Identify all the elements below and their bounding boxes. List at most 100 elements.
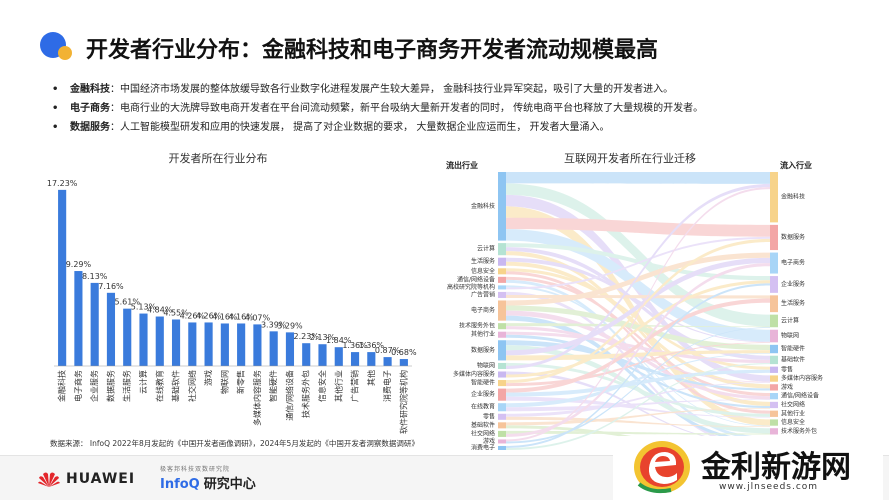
sankey-flow [506,345,770,434]
sankey-source-label: 通信/网络设备 [457,275,495,283]
sankey-target-node [770,314,778,328]
bar [171,319,181,366]
sankey-source-label: 游戏 [483,437,495,445]
bar-category-label: 游戏 [203,370,213,386]
sankey-source-node [498,371,506,378]
sankey-flow [506,353,770,408]
infoq-name: InfoQ [160,477,200,492]
sankey-flow [506,238,770,384]
sankey-flow [506,350,770,361]
bar-value-label: 9.29% [66,260,92,269]
bar-value-label: 3.39% [261,320,287,329]
sankey-source-label: 信息安全 [471,267,495,275]
sankey-target-node [770,295,778,313]
bar-value-label: 0.68% [391,348,417,357]
sankey-target-node [770,375,778,382]
sankey-source-node [498,362,506,369]
sankey-source-label: 在线教育 [471,403,495,411]
bar [285,332,295,366]
sankey-flow [506,298,770,393]
sankey-source-node [498,285,506,290]
sankey-source-node [498,323,506,330]
sankey-target-node [770,401,778,409]
bullet-marker: • [52,122,59,133]
bullet-text: ：电商行业的大洗牌导致电商开发者在平台间流动频繁，新平台吸纳大量新开发者的同时，… [110,103,704,114]
bar [204,322,213,366]
sankey-source-node [498,439,506,444]
watermark-title: 金利新游网 [701,450,851,485]
bar-value-label: 8.13% [82,272,108,281]
sankey-flow [506,340,770,391]
sankey-source-node [498,380,506,387]
sankey-flow [506,251,770,407]
bullet-marker: • [52,103,59,114]
brand-dots-icon [40,30,74,64]
bar-category-label: 其他 [366,370,376,386]
sankey-flow [506,399,770,412]
bar [253,324,262,366]
bar-category-label: 消费电子 [382,370,392,402]
infoq-tagline: 极客邦科技双数研究院 [160,466,231,473]
bar-category-label: 其他行业 [333,370,343,402]
sankey-source-node [498,422,506,429]
sankey-flow [506,416,770,427]
sankey-source-label: 技术服务外包 [459,322,495,330]
sankey-source-label: 智能硬件 [471,379,495,387]
bar-value-label: 5.61% [115,298,141,307]
sankey-source-node [498,172,506,241]
sankey-source-label: 广告营销 [471,290,495,298]
sankey-target-label: 云计算 [781,316,799,324]
sankey-target-label: 生活服务 [781,299,805,307]
sankey-target-label: 信息安全 [781,418,805,426]
sankey-source-label: 社交网络 [471,429,495,437]
bar-category-label: 信息安全 [317,370,327,402]
sankey-flow [506,334,770,409]
sankey-source-node [498,257,506,266]
sankey-flow [506,268,770,370]
bar-value-label: 4.26% [196,311,222,320]
sankey-target-node [770,393,778,400]
bar [90,282,99,366]
bar-value-label: 4.07% [245,313,271,322]
sankey-target-label: 其他行业 [781,409,805,417]
sankey-flow [506,326,770,383]
bar-category-label: 数据服务 [105,370,115,402]
bar [334,347,343,366]
bar [318,344,327,366]
sankey-flow [506,310,770,400]
sankey-target-label: 零售 [781,365,793,373]
sankey-source-label: 金融科技 [471,202,495,210]
bar-value-label: 0.87% [375,346,401,355]
bullet-label: 金融科技 [70,84,110,95]
sankey-flow [506,279,770,441]
sankey-source-node [498,388,506,401]
sankey-flow [506,243,770,281]
sankey-target-node [770,172,778,223]
sankey-flow [506,194,770,382]
bar [237,323,246,366]
bar-category-label: 广告营销 [350,370,360,402]
sankey-flow [506,305,770,351]
bar-value-label: 4.84% [147,306,173,315]
bar [269,331,278,366]
bar-value-label: 4.55% [163,308,189,317]
sankey-source-header: 流出行业 [446,160,478,170]
sankey-source-node [498,268,506,275]
sankey-target-node [770,329,778,343]
bar-value-label: 1.36% [359,341,385,350]
bar-category-label: 生活服务 [122,370,132,402]
bullet-data-services: • 数据服务 ：人工智能模型研发和应用的快速发展， 提高了对企业数据的要求， 大… [52,118,872,137]
sankey-flow [506,342,770,387]
site-watermark: 金利新游网 www.jlnseeds.com [613,436,883,500]
bar-category-label: 新零售 [236,370,246,394]
sankey-flow [506,263,770,437]
sankey-source-label: 云计算 [477,245,495,253]
industry-bar-chart: 开发者所在行业分布 17.23% 金融科技 9.29% 电子商务 8.13% 企业服务 7.1… [47,151,417,434]
bar-value-label: 2.13% [310,333,336,342]
sankey-source-label: 数据服务 [471,346,495,354]
sankey-flow [506,283,770,448]
bar-category-label: 多媒体内容服务 [252,370,262,426]
sankey-source-label: 高校研究院等机构 [447,283,495,291]
sankey-flow [506,261,770,389]
